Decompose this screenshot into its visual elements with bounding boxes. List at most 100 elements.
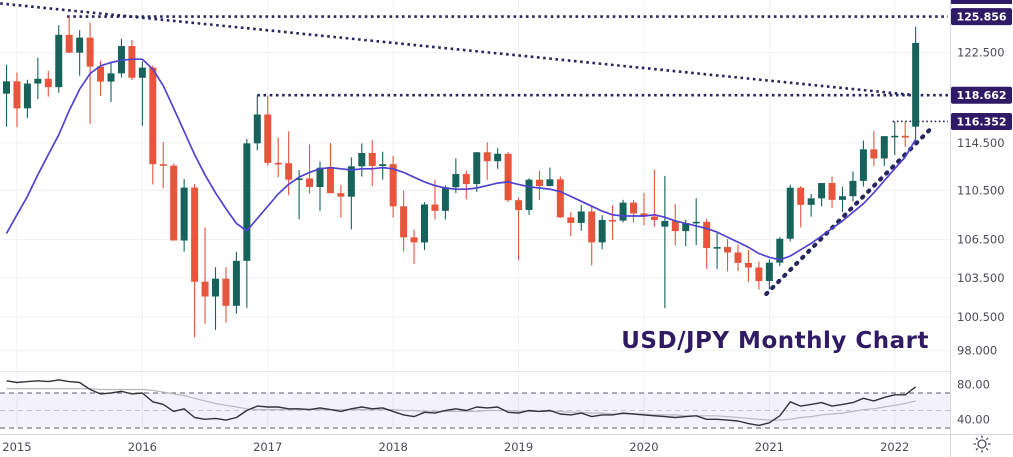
candle-body	[337, 193, 345, 197]
candle-body	[682, 223, 690, 232]
candle-body	[23, 83, 31, 109]
candle-body	[347, 166, 355, 197]
candle-body	[13, 81, 21, 109]
candle-body	[326, 167, 334, 194]
candle-body	[703, 221, 711, 249]
year-label: 2022	[880, 440, 909, 454]
year-label: 2017	[253, 440, 282, 454]
candle-body	[797, 187, 805, 205]
price-level-badge	[951, 112, 1012, 130]
candle-body	[901, 135, 909, 138]
candle-body	[76, 37, 84, 53]
candle-body	[65, 34, 73, 53]
rsi-band	[0, 393, 950, 428]
candle-body	[640, 213, 648, 217]
candle-body	[379, 164, 387, 166]
candle-body	[755, 267, 763, 282]
price-level-badge	[951, 8, 1012, 26]
candle-body	[828, 183, 836, 200]
candle-body	[441, 187, 449, 211]
candle-body	[609, 219, 617, 222]
chart-title: USD/JPY Monthly Chart	[621, 328, 929, 354]
candle-body	[431, 204, 439, 211]
descending-resistance-trendline	[0, 2, 915, 97]
candle-body	[483, 152, 491, 162]
candle-body	[671, 220, 679, 232]
price-tick-label: 114.500	[957, 136, 1005, 150]
price-tick-label: 103.500	[957, 271, 1005, 285]
candle-body	[870, 149, 878, 159]
price-levels	[0, 2, 948, 297]
candle-body	[839, 196, 846, 200]
candle-body	[535, 179, 543, 187]
candle-body	[724, 247, 732, 253]
price-axis[interactable]: 122.500 114.500 110.500 106.500 103.500 100.5…	[951, 0, 1012, 426]
candle-body	[368, 152, 376, 166]
candle-body	[525, 179, 533, 210]
year-label: 2019	[504, 440, 533, 454]
candle-body	[588, 211, 596, 243]
candle-body	[107, 73, 115, 82]
candle-body	[316, 167, 324, 188]
candle-body	[86, 37, 94, 67]
candles-layer	[3, 16, 920, 338]
price-level-badge	[951, 86, 1012, 104]
rsi-tick-label: 40.00	[957, 412, 990, 426]
candle-body	[765, 262, 773, 282]
candle-body	[34, 78, 42, 84]
rising-support-trendline	[764, 125, 935, 297]
price-level-badge-label: 125.856	[956, 11, 1006, 24]
candle-body	[849, 180, 857, 197]
candle-body	[191, 187, 199, 282]
candle-body	[744, 262, 752, 268]
candle-body	[159, 164, 167, 166]
candle-body	[891, 135, 899, 138]
rsi-pane	[0, 379, 950, 429]
candle-body	[577, 211, 585, 223]
candle-body	[243, 143, 251, 261]
candle-body	[180, 187, 188, 241]
candle-body	[212, 278, 219, 297]
year-label: 2018	[379, 440, 408, 454]
year-label: 2015	[2, 440, 31, 454]
rsi-line	[6, 379, 917, 427]
price-tick-label: 100.500	[957, 310, 1005, 324]
candle-body	[912, 42, 920, 127]
candle-body	[421, 204, 428, 243]
price-tick-label: 122.500	[957, 46, 1005, 60]
candle-body	[232, 260, 240, 306]
candle-body	[285, 163, 293, 180]
candle-body	[473, 152, 481, 184]
candle-body	[776, 238, 784, 263]
candle-body	[786, 187, 794, 239]
candle-body	[859, 149, 867, 181]
candle-body	[494, 153, 502, 162]
sun-icon[interactable]	[971, 433, 993, 455]
candle-body	[201, 281, 209, 297]
candle-body	[253, 114, 261, 144]
rsi-ma-line	[6, 388, 916, 421]
candle-body	[274, 162, 282, 165]
candle-body	[306, 178, 314, 188]
candle-body	[222, 278, 230, 306]
candle-body	[138, 67, 146, 78]
candle-body	[619, 202, 627, 221]
price-level-badge-label: 116.352	[956, 115, 1006, 128]
candle-body	[170, 165, 178, 241]
price-tick-label: 106.500	[957, 233, 1005, 247]
price-tick-label: 110.500	[957, 183, 1005, 197]
price-badge-clipped	[951, 0, 1012, 4]
candle-body	[546, 179, 554, 187]
candle-body	[504, 153, 512, 201]
candle-body	[128, 46, 136, 78]
candle-body	[807, 198, 815, 205]
candle-body	[650, 216, 658, 220]
candle-body	[400, 206, 408, 238]
candle-body	[358, 152, 366, 167]
candle-body	[692, 221, 700, 224]
candle-body	[452, 174, 460, 188]
time-axis[interactable]: 2015 2016 2017 2018 2019 2020 2021 2022	[2, 440, 909, 454]
year-label: 2021	[755, 440, 784, 454]
